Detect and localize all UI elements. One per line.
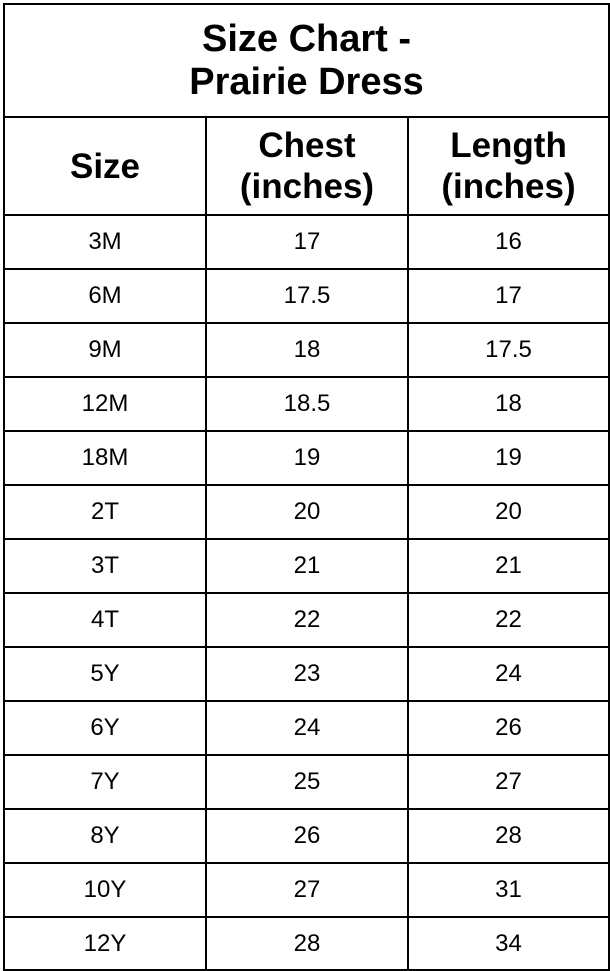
cell-length: 28	[406, 808, 610, 864]
cell-chest: 20	[205, 484, 409, 540]
table-row: 12Y 28 34	[3, 916, 610, 971]
cell-length: 20	[406, 484, 610, 540]
cell-size: 9M	[3, 322, 207, 378]
table-row: 3T 21 21	[3, 538, 610, 594]
header-length: Length (inches)	[406, 116, 610, 216]
cell-chest: 28	[205, 916, 409, 971]
header-chest: Chest (inches)	[205, 116, 409, 216]
cell-size: 4T	[3, 592, 207, 648]
size-chart-table: Size Chart - Prairie Dress Size Chest (i…	[2, 3, 610, 971]
cell-chest: 17.5	[205, 268, 409, 324]
header-size-label: Size	[69, 146, 141, 186]
cell-chest: 21	[205, 538, 409, 594]
cell-size: 8Y	[3, 808, 207, 864]
header-chest-unit: (inches)	[239, 167, 375, 206]
table-row: 2T 20 20	[3, 484, 610, 540]
cell-length: 26	[406, 700, 610, 756]
table-row: 3M 17 16	[3, 214, 610, 270]
cell-length: 34	[406, 916, 610, 971]
header-size: Size	[3, 116, 207, 216]
table-row: 6M 17.5 17	[3, 268, 610, 324]
header-chest-label: Chest	[258, 126, 356, 165]
title-line-2: Prairie Dress	[189, 60, 424, 103]
table-row: 9M 18 17.5	[3, 322, 610, 378]
table-title: Size Chart - Prairie Dress	[2, 3, 610, 118]
cell-chest: 24	[205, 700, 409, 756]
cell-chest: 25	[205, 754, 409, 810]
cell-chest: 26	[205, 808, 409, 864]
table-row: 6Y 24 26	[3, 700, 610, 756]
cell-length: 19	[406, 430, 610, 486]
table-row: 12M 18.5 18	[3, 376, 610, 432]
table-row: 18M 19 19	[3, 430, 610, 486]
cell-size: 5Y	[3, 646, 207, 702]
cell-chest: 22	[205, 592, 409, 648]
cell-chest: 18.5	[205, 376, 409, 432]
title-line-1: Size Chart -	[201, 17, 412, 60]
cell-length: 22	[406, 592, 610, 648]
cell-size: 12M	[3, 376, 207, 432]
cell-size: 6M	[3, 268, 207, 324]
cell-size: 7Y	[3, 754, 207, 810]
header-length-label: Length	[450, 126, 567, 165]
table-row: 5Y 23 24	[3, 646, 610, 702]
cell-size: 2T	[3, 484, 207, 540]
header-length-unit: (inches)	[441, 167, 576, 206]
cell-size: 10Y	[3, 862, 207, 918]
cell-length: 27	[406, 754, 610, 810]
cell-chest: 17	[205, 214, 409, 270]
cell-size: 3M	[3, 214, 207, 270]
cell-size: 12Y	[3, 916, 207, 971]
table-row: 4T 22 22	[3, 592, 610, 648]
cell-chest: 23	[205, 646, 409, 702]
table-row: 10Y 27 31	[3, 862, 610, 918]
cell-length: 17.5	[406, 322, 610, 378]
table-row: 7Y 25 27	[3, 754, 610, 810]
cell-size: 18M	[3, 430, 207, 486]
cell-size: 6Y	[3, 700, 207, 756]
cell-length: 31	[406, 862, 610, 918]
cell-length: 16	[406, 214, 610, 270]
table-row: 8Y 26 28	[3, 808, 610, 864]
cell-length: 24	[406, 646, 610, 702]
cell-chest: 27	[205, 862, 409, 918]
cell-chest: 18	[205, 322, 409, 378]
cell-chest: 19	[205, 430, 409, 486]
cell-size: 3T	[3, 538, 207, 594]
cell-length: 18	[406, 376, 610, 432]
cell-length: 17	[406, 268, 610, 324]
cell-length: 21	[406, 538, 610, 594]
